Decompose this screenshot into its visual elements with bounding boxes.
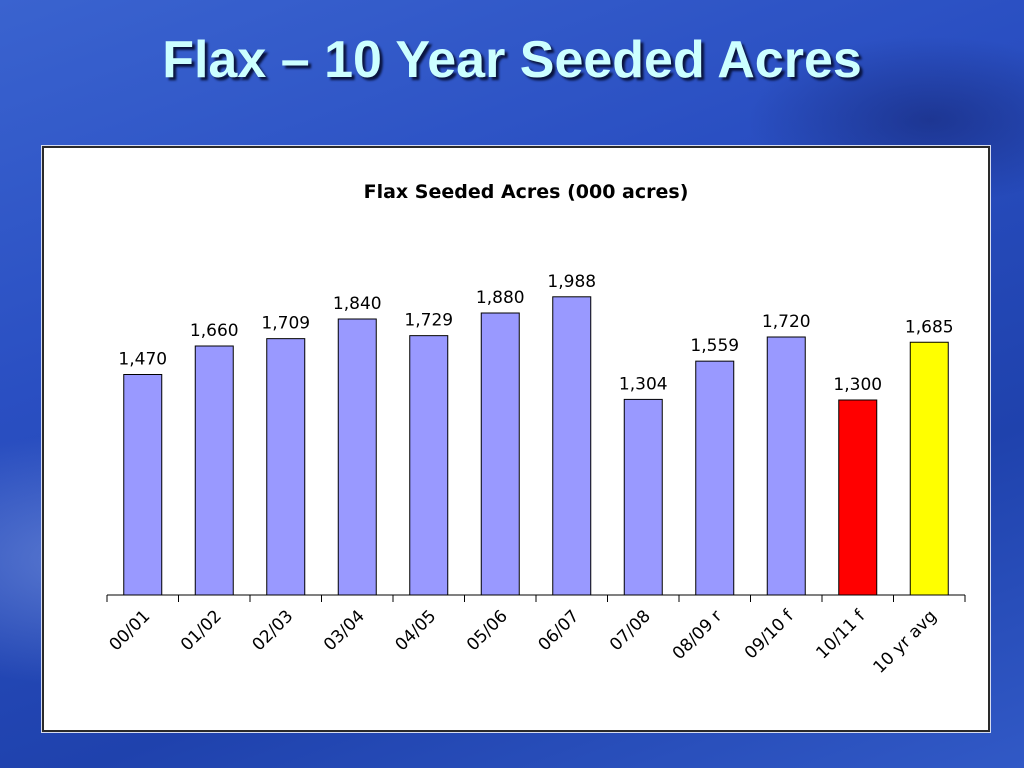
data-label: 1,685 (905, 317, 954, 337)
bar-10-11-f (838, 399, 878, 596)
category-label: 10/11 f (812, 606, 870, 664)
data-label: 1,709 (261, 314, 310, 334)
slide-title: Flax – 10 Year Seeded Acres (162, 31, 862, 89)
chart-title: Flax Seeded Acres (000 acres) (364, 181, 689, 203)
category-label: 08/09 r (669, 606, 727, 664)
category-label: 03/04 (320, 606, 369, 655)
category-labels-layer: 00/01 01/02 02/03 03/04 04/05 05/06 06/07 07/08… (105, 606, 940, 678)
category-label: 01/02 (177, 606, 226, 655)
data-label: 1,470 (118, 350, 167, 370)
bar-06-07 (552, 296, 592, 596)
data-label: 1,660 (190, 321, 239, 341)
data-label: 1,720 (762, 312, 811, 332)
data-label: 1,304 (619, 374, 668, 394)
data-label: 1,559 (690, 336, 739, 356)
category-label: 05/06 (463, 606, 512, 655)
chart-panel: Flax Seeded Acres (000 acres) 1,470 1,660… (42, 146, 990, 732)
bar-04-05 (409, 335, 449, 596)
category-label: 02/03 (248, 606, 297, 655)
bar-00-01 (123, 374, 163, 596)
bar-05-06 (480, 312, 520, 596)
x-ticks-layer (106, 595, 966, 602)
bar-03-04 (337, 318, 377, 596)
bar-chart: Flax Seeded Acres (000 acres) 1,470 1,660… (105, 181, 966, 678)
category-label: 09/10 f (741, 606, 799, 664)
data-label: 1,729 (404, 311, 453, 331)
category-label: 07/08 (606, 606, 655, 655)
data-label: 1,300 (833, 375, 882, 395)
category-label: 06/07 (534, 606, 583, 655)
data-labels-layer: 1,470 1,660 1,709 1,840 1,729 1,880 1,988 1,304… (118, 272, 953, 395)
bar-07-08 (623, 398, 663, 596)
category-label: 10 yr avg (870, 606, 941, 677)
data-label: 1,880 (476, 288, 525, 308)
bar-01-02 (194, 345, 234, 596)
category-label: 00/01 (105, 606, 154, 655)
category-label: 04/05 (391, 606, 440, 655)
bar-10-yr-avg (909, 341, 949, 596)
data-label: 1,988 (547, 272, 596, 292)
bars-layer (123, 296, 949, 596)
bar-08-09-r (695, 360, 735, 596)
data-label: 1,840 (333, 294, 382, 314)
bar-02-03 (266, 338, 306, 596)
bar-09-10-f (766, 336, 806, 596)
